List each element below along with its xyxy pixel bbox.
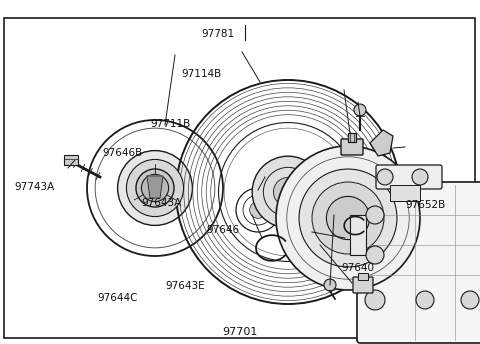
Circle shape bbox=[326, 196, 370, 240]
Circle shape bbox=[416, 291, 434, 309]
Text: 97711B: 97711B bbox=[150, 119, 191, 129]
Circle shape bbox=[354, 104, 366, 116]
Circle shape bbox=[274, 178, 302, 206]
Text: 97644C: 97644C bbox=[97, 292, 138, 303]
Circle shape bbox=[377, 169, 393, 185]
Text: 97640: 97640 bbox=[341, 263, 374, 273]
Circle shape bbox=[136, 169, 174, 207]
Circle shape bbox=[412, 169, 428, 185]
Bar bbox=[350, 215, 366, 255]
Circle shape bbox=[461, 291, 479, 309]
Circle shape bbox=[366, 246, 384, 264]
Text: 97743A: 97743A bbox=[14, 182, 55, 193]
Circle shape bbox=[250, 202, 266, 218]
Bar bbox=[390, 185, 420, 201]
Circle shape bbox=[276, 146, 420, 290]
Text: 97646B: 97646B bbox=[102, 148, 143, 158]
Circle shape bbox=[142, 174, 168, 202]
Polygon shape bbox=[370, 130, 393, 156]
Circle shape bbox=[126, 159, 183, 217]
Text: 97652B: 97652B bbox=[406, 200, 446, 210]
Circle shape bbox=[252, 156, 324, 228]
FancyBboxPatch shape bbox=[376, 165, 442, 189]
Text: 97643A: 97643A bbox=[142, 198, 182, 208]
Bar bbox=[348, 133, 356, 142]
FancyBboxPatch shape bbox=[341, 139, 363, 155]
Circle shape bbox=[324, 279, 336, 291]
FancyBboxPatch shape bbox=[353, 277, 373, 293]
Text: 97114B: 97114B bbox=[181, 69, 222, 79]
Text: 97781: 97781 bbox=[202, 29, 235, 40]
Circle shape bbox=[118, 151, 192, 225]
Polygon shape bbox=[147, 176, 163, 198]
Circle shape bbox=[366, 206, 384, 224]
Bar bbox=[64, 155, 78, 165]
Text: 97646: 97646 bbox=[206, 225, 240, 236]
Circle shape bbox=[365, 290, 385, 310]
Circle shape bbox=[299, 169, 397, 267]
Text: 97701: 97701 bbox=[222, 327, 258, 337]
FancyBboxPatch shape bbox=[357, 182, 480, 343]
Bar bbox=[358, 273, 368, 280]
Text: 97643E: 97643E bbox=[165, 280, 204, 291]
Circle shape bbox=[312, 182, 384, 254]
